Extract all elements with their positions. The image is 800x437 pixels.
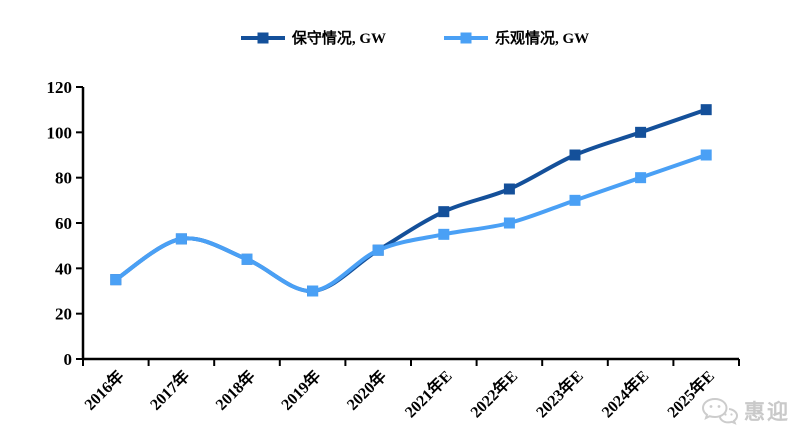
data-point-marker (110, 274, 122, 286)
legend-swatch-icon (240, 32, 285, 43)
data-point-marker (569, 149, 581, 161)
y-axis: 0 20 40 60 80 100 120 (47, 78, 83, 369)
wechat-icon (701, 397, 739, 425)
series-1 (110, 149, 712, 297)
x-tick-label: 2022年E (466, 366, 521, 421)
x-tick-label: 2023年E (532, 366, 587, 421)
data-point-marker (503, 217, 515, 229)
x-tick-label: 2024年E (597, 366, 652, 421)
data-point-marker (438, 228, 450, 240)
y-tick-label: 0 (64, 350, 73, 369)
x-tick-label: 2016年 (80, 366, 127, 413)
legend-item: 保守情况, GW (240, 27, 386, 48)
data-point-marker (635, 126, 647, 138)
legend-swatch-icon (444, 32, 488, 43)
y-tick-label: 20 (55, 305, 72, 324)
x-tick-label: 2020年 (343, 366, 390, 413)
data-point-marker (241, 253, 253, 265)
series-line (113, 153, 709, 294)
legend: 保守情况, GW 乐观情况, GW (0, 27, 800, 48)
x-tick-label: 2017年 (146, 366, 193, 413)
y-tick-label: 80 (55, 169, 72, 188)
data-point-marker (700, 149, 712, 161)
data-point-marker (635, 172, 647, 184)
series-0 (110, 104, 712, 297)
y-tick-label: 120 (47, 78, 73, 97)
data-point-marker (307, 285, 319, 297)
watermark: 惠迎 (701, 396, 790, 426)
data-point-marker (503, 183, 515, 195)
y-tick-label: 60 (55, 214, 72, 233)
x-axis: 2016年 2017年 2018年 2019年 2020年 2021年E 2022年E 202… (80, 359, 740, 421)
x-tick-label: 2018年 (211, 366, 258, 413)
y-tick-label: 40 (55, 259, 72, 278)
legend-item: 乐观情况, GW (444, 27, 589, 48)
data-point-marker (438, 206, 450, 218)
y-tick-label: 100 (47, 123, 73, 142)
data-point-marker (175, 233, 187, 245)
watermark-text: 惠迎 (744, 401, 790, 424)
legend-label: 保守情况, GW (291, 31, 386, 47)
data-point-marker (372, 244, 384, 256)
series-line (113, 107, 709, 294)
legend-label: 乐观情况, GW (495, 31, 590, 47)
x-tick-label: 2019年 (277, 366, 324, 413)
data-point-marker (569, 194, 581, 206)
x-tick-label: 2021年E (401, 366, 456, 421)
data-point-marker (700, 104, 712, 116)
